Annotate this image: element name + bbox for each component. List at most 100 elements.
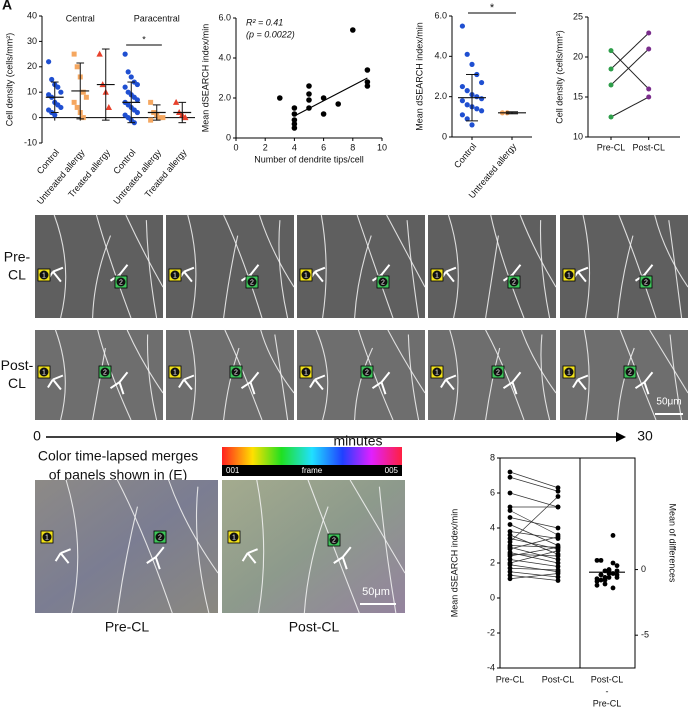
- y-tick-label: -10: [24, 137, 37, 147]
- nerve-fiber: [53, 214, 67, 319]
- cell-marker: 2: [119, 279, 123, 286]
- dendritic-cell: [371, 371, 391, 395]
- pair-line: [509, 550, 559, 564]
- dendritic-cell: [572, 374, 589, 391]
- data-point: [555, 574, 561, 580]
- data-point: [105, 103, 113, 110]
- data-point: [507, 569, 513, 575]
- dendritic-cell: [502, 371, 522, 395]
- pair-line: [509, 546, 559, 560]
- data-point: [364, 67, 371, 73]
- nerve-fiber: [540, 334, 551, 421]
- data-point: [479, 108, 485, 114]
- data-point: [277, 95, 283, 101]
- nerve-fiber: [168, 479, 219, 574]
- nerve-fiber: [617, 235, 634, 319]
- data-point: [646, 94, 652, 100]
- data-point: [80, 115, 86, 121]
- nerve-fiber: [195, 486, 210, 614]
- pair-line: [509, 567, 559, 571]
- data-point: [160, 115, 166, 121]
- data-point: [148, 99, 154, 105]
- nerve-fiber: [278, 220, 289, 319]
- data-point: [148, 117, 154, 123]
- nerve-fiber: [54, 329, 66, 421]
- data-point: [507, 469, 513, 475]
- data-point: [555, 485, 561, 491]
- x-tick-label: Post-CL: [591, 674, 624, 684]
- nerve-fiber: [406, 220, 420, 319]
- data-point: [646, 46, 652, 52]
- nerve-fiber: [449, 329, 459, 421]
- nerve-fiber: [315, 329, 329, 421]
- significance-label: *: [142, 34, 146, 44]
- dendritic-cell: [634, 371, 654, 395]
- data-point: [364, 79, 371, 85]
- scale-bar-label: 50μm: [362, 586, 390, 598]
- data-point: [306, 91, 312, 97]
- cell-marker: 2: [644, 279, 648, 286]
- data-point: [464, 116, 470, 122]
- data-point: [555, 578, 561, 583]
- nerve-fiber: [65, 479, 79, 614]
- cell-marker-circle: [432, 367, 442, 377]
- y-tick-label: 8: [490, 452, 495, 462]
- nerve-fiber: [669, 334, 683, 421]
- nerve-fiber: [582, 214, 591, 319]
- x-tick-label: 2: [263, 142, 268, 152]
- nerve-fiber: [224, 329, 263, 421]
- y2-tick-label: -5: [641, 630, 649, 640]
- y2-tick-label: 0: [641, 564, 646, 574]
- nerve-fiber: [223, 347, 240, 421]
- data-point: [306, 105, 312, 111]
- difference-point: [594, 576, 600, 582]
- pair-line: [610, 96, 649, 118]
- data-point: [507, 562, 513, 568]
- data-point: [507, 539, 513, 545]
- nerve-fiber: [223, 235, 239, 319]
- y2-axis-label: Mean of differences: [668, 504, 678, 583]
- nerve-fiber: [95, 214, 132, 319]
- cell-marker-circle: [564, 367, 574, 377]
- dendritic-cell: [54, 548, 71, 564]
- row-label-part: Post-: [1, 357, 34, 373]
- data-point: [83, 94, 89, 100]
- micrograph: [166, 215, 294, 318]
- y-tick-label: 6.0: [218, 12, 231, 22]
- data-point: [646, 86, 652, 92]
- row-label-part: Pre-: [4, 248, 31, 264]
- merge-title: Color time-lapsed merges: [38, 448, 198, 464]
- difference-point: [598, 572, 604, 578]
- nerve-fiber: [146, 334, 158, 421]
- data-point: [507, 532, 513, 538]
- group-label: Paracentral: [134, 13, 180, 23]
- data-point: [172, 98, 180, 105]
- cell-marker: 2: [250, 279, 254, 286]
- time-arrow: [616, 432, 626, 442]
- data-point: [74, 64, 80, 70]
- data-point: [555, 567, 561, 573]
- panel-label: A: [2, 0, 12, 13]
- dendritic-cell: [333, 546, 352, 570]
- nerve-fiber: [617, 347, 635, 421]
- pair-line: [509, 546, 559, 557]
- data-point: [58, 104, 64, 111]
- y-tick-label: 0: [442, 131, 447, 141]
- difference-point: [610, 560, 616, 566]
- dendritic-cell: [309, 374, 326, 391]
- colorbar: [222, 447, 402, 465]
- data-point: [555, 548, 561, 554]
- y-tick-label: 0: [32, 112, 37, 122]
- data-point: [507, 474, 513, 480]
- y-tick-label: -2: [487, 627, 495, 637]
- y-tick-label: 20: [573, 51, 583, 61]
- colorbar-label: frame: [302, 466, 323, 475]
- nerve-fiber: [92, 347, 106, 421]
- cell-marker: 2: [496, 369, 500, 376]
- plot-frame: [499, 457, 636, 669]
- data-point: [306, 83, 312, 89]
- x-tick-label: Post-CL: [542, 674, 575, 684]
- data-point: [459, 23, 465, 29]
- data-point: [320, 95, 327, 101]
- data-point: [507, 536, 513, 541]
